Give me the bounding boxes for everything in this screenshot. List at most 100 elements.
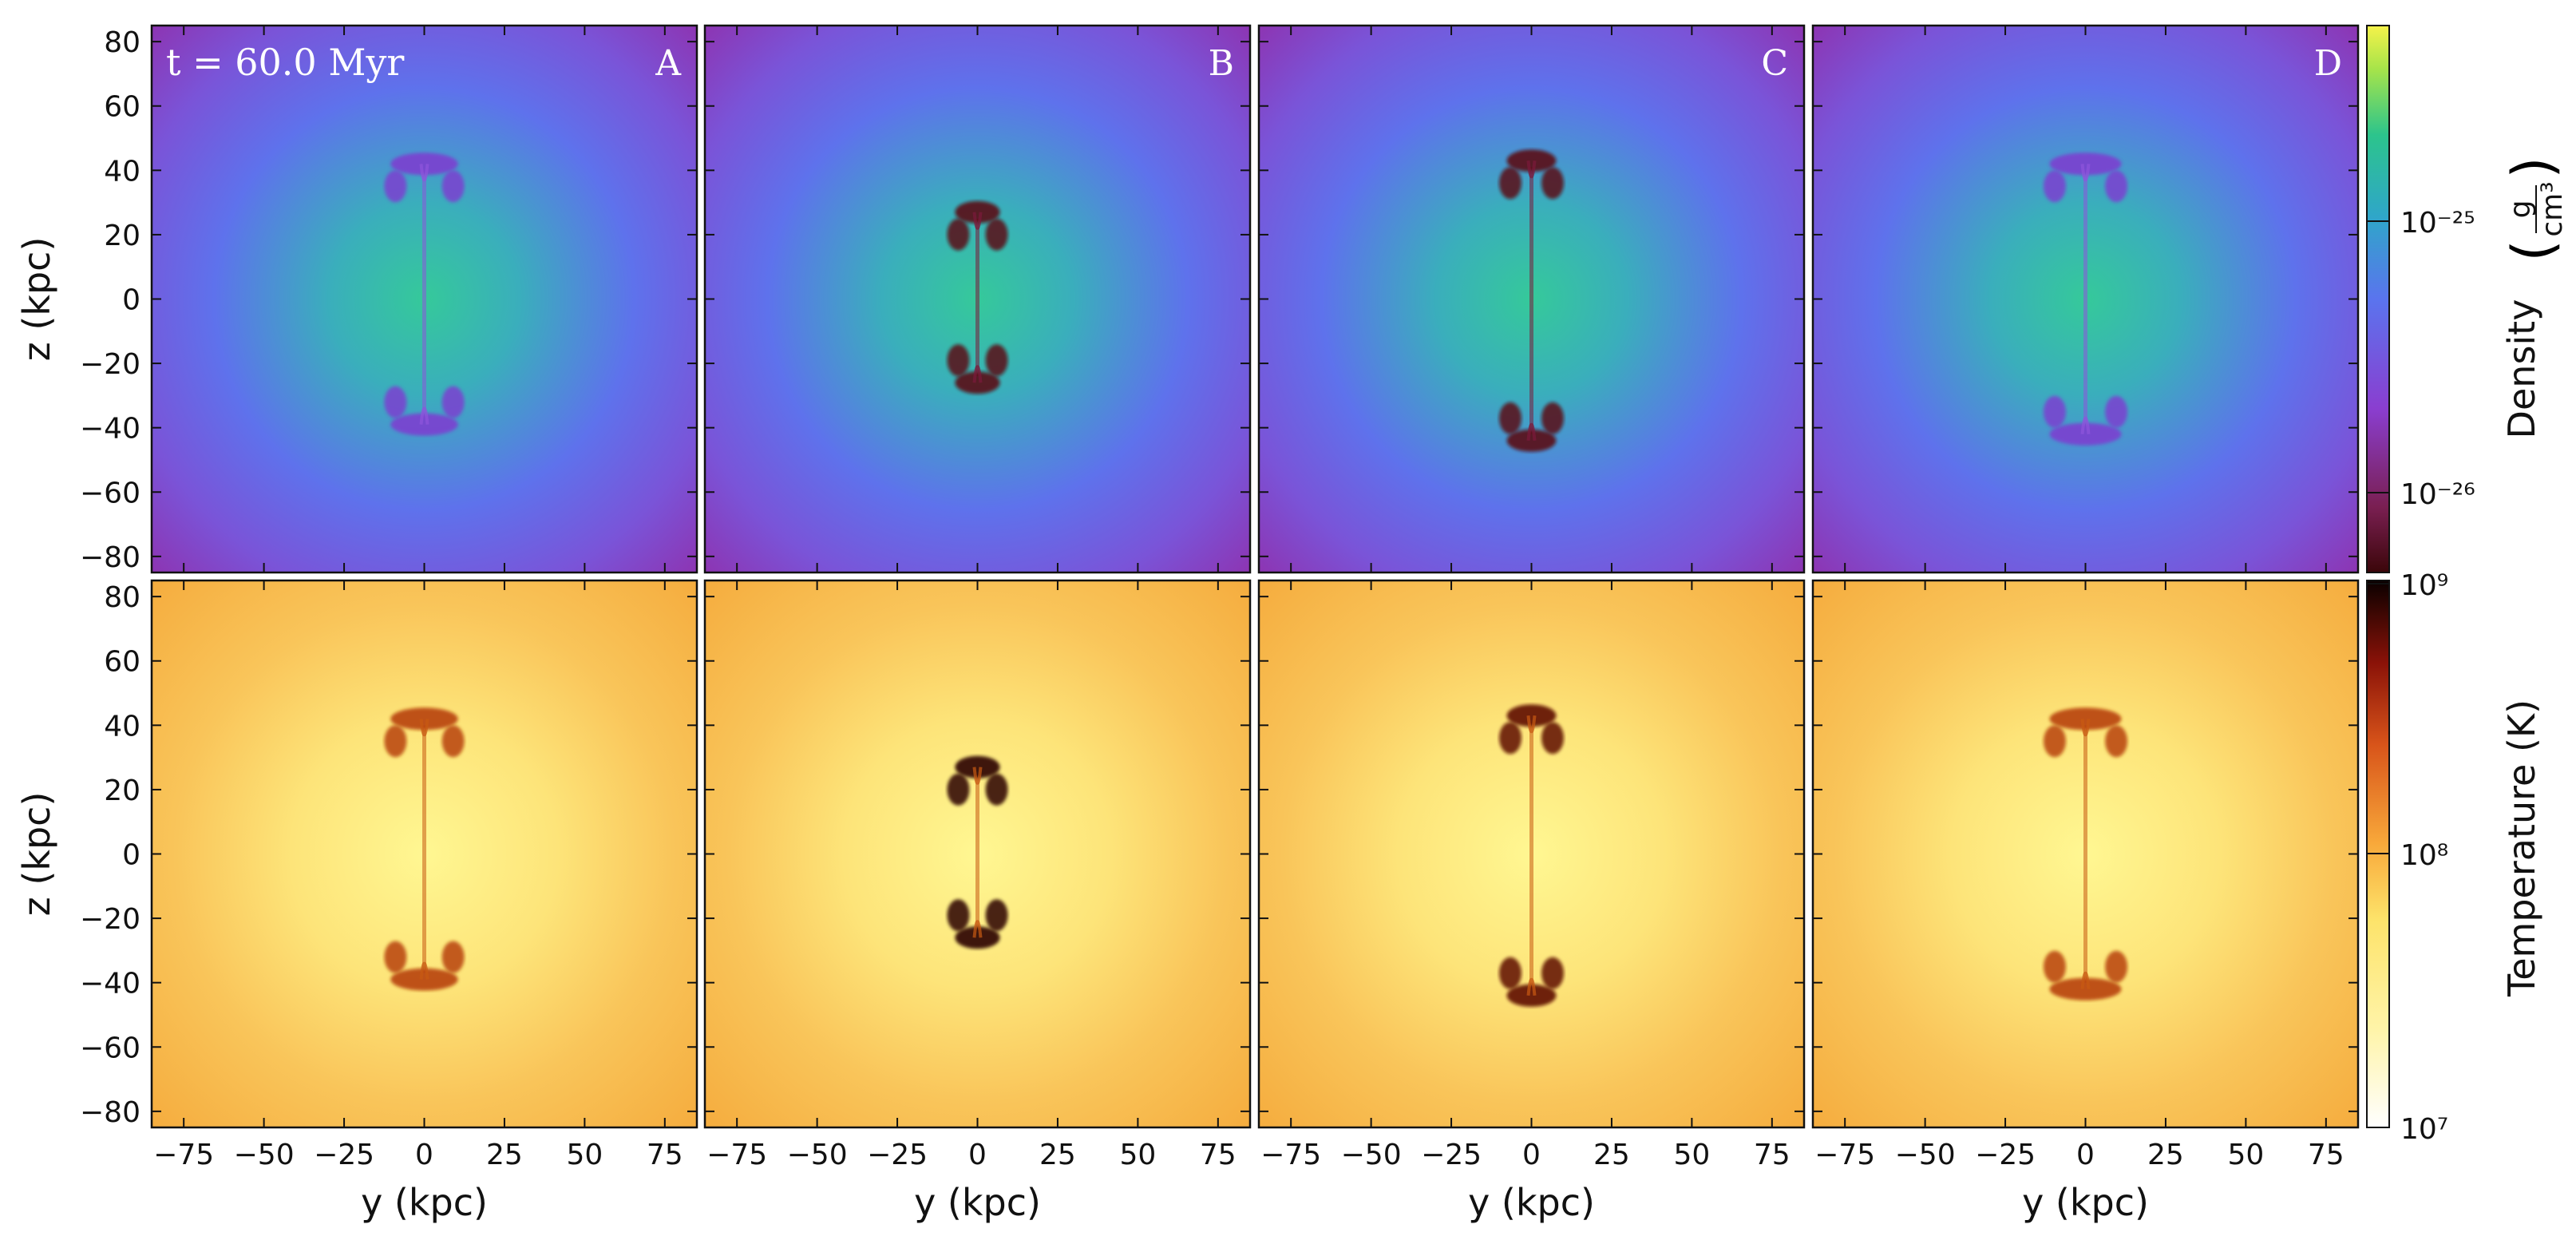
lobe-left-wing bbox=[947, 899, 970, 932]
lobe-stem bbox=[2080, 971, 2091, 989]
y-tick-label: 0 bbox=[122, 284, 140, 317]
y-tick-label: −40 bbox=[80, 968, 140, 1000]
lobe-right-wing bbox=[1541, 957, 1565, 989]
temperature-colorbar-label: Temperature (K) bbox=[2500, 699, 2543, 997]
temperature-colorbar-tick-label: 10⁹ bbox=[2400, 569, 2448, 602]
upper-lobe-cap bbox=[1506, 149, 1557, 172]
x-tick-label: −75 bbox=[1814, 1139, 1875, 1171]
lobe-stem bbox=[419, 406, 429, 425]
lobe-right-wing bbox=[1541, 402, 1565, 434]
panel-label: C bbox=[1761, 43, 1788, 84]
x-tick-label: 25 bbox=[1039, 1139, 1076, 1171]
lobe-stem bbox=[972, 212, 983, 230]
panel-a-density: A bbox=[150, 24, 698, 574]
lobe-left-wing bbox=[2043, 170, 2066, 203]
density-unit-denominator: cm³ bbox=[2536, 181, 2569, 236]
y-tick-label: 80 bbox=[104, 581, 140, 614]
x-tick-label: 0 bbox=[2076, 1139, 2095, 1171]
x-tick-label: −75 bbox=[1260, 1139, 1321, 1171]
x-tick-label: 75 bbox=[1200, 1139, 1237, 1171]
panel-b-temperature bbox=[703, 579, 1252, 1129]
x-tick-label: 25 bbox=[2147, 1139, 2184, 1171]
lobe-stem bbox=[972, 920, 983, 938]
x-tick-label: −75 bbox=[706, 1139, 767, 1171]
panel-a-temperature bbox=[150, 579, 698, 1129]
panel-c-temperature bbox=[1257, 579, 1806, 1129]
lobe-right-wing bbox=[441, 941, 465, 973]
y-tick-label: −80 bbox=[80, 541, 140, 574]
y-tick-label: 20 bbox=[104, 220, 140, 252]
lobe-left-wing bbox=[1498, 722, 1521, 755]
lobe-left-wing bbox=[1498, 957, 1521, 989]
x-axis-label: y (kpc) bbox=[361, 1181, 488, 1224]
lobe-left-wing bbox=[2043, 950, 2066, 983]
x-tick-label: 75 bbox=[2308, 1139, 2345, 1171]
x-tick-label: 25 bbox=[486, 1139, 523, 1171]
lobe-left-wing bbox=[384, 170, 407, 203]
panel-label: B bbox=[1209, 43, 1234, 84]
upper-lobe-cap bbox=[955, 200, 1000, 224]
lobe-left-wing bbox=[1498, 402, 1521, 434]
y-axis-label: z (kpc) bbox=[15, 237, 58, 362]
lobe-left-wing bbox=[384, 941, 407, 973]
x-tick-label: −50 bbox=[787, 1139, 848, 1171]
x-tick-label: −50 bbox=[234, 1139, 295, 1171]
x-tick-label: −75 bbox=[153, 1139, 214, 1171]
lobe-right-wing bbox=[985, 899, 1008, 932]
lobe-stem bbox=[1526, 715, 1537, 734]
x-axis-label: y (kpc) bbox=[2022, 1181, 2149, 1224]
x-tick-label: 75 bbox=[647, 1139, 683, 1171]
lobe-left-wing bbox=[384, 386, 407, 418]
upper-lobe-cap bbox=[955, 755, 1000, 779]
lower-lobe-cap bbox=[955, 371, 1000, 394]
panel-d-density: D bbox=[1811, 24, 2360, 574]
x-tick-label: 50 bbox=[566, 1139, 603, 1171]
x-tick-label: −25 bbox=[867, 1139, 928, 1171]
upper-lobe-cap bbox=[390, 707, 458, 731]
y-tick-label: 40 bbox=[104, 155, 140, 188]
lobe-stem bbox=[972, 767, 983, 785]
lobe-right-wing bbox=[2105, 725, 2128, 758]
density-unit-paren-right: ) bbox=[2500, 156, 2566, 178]
upper-lobe-cap bbox=[2049, 153, 2122, 176]
lower-lobe-cap bbox=[390, 968, 458, 991]
x-tick-label: −25 bbox=[1421, 1139, 1482, 1171]
density-colorbar-tick-label: 10⁻²⁶ bbox=[2400, 478, 2475, 511]
panel-label: A bbox=[655, 43, 682, 84]
x-tick-label: −50 bbox=[1895, 1139, 1956, 1171]
lobe-right-wing bbox=[985, 773, 1008, 806]
lobe-right-wing bbox=[2105, 170, 2128, 203]
temperature-colorbar-tick-label: 10⁷ bbox=[2400, 1113, 2448, 1146]
x-tick-label: 25 bbox=[1593, 1139, 1630, 1171]
y-tick-label: −20 bbox=[80, 903, 140, 936]
panel-b-density: B bbox=[703, 24, 1252, 574]
lobe-stem bbox=[2080, 164, 2091, 182]
x-tick-label: 50 bbox=[2227, 1139, 2264, 1171]
x-tick-label: 0 bbox=[1522, 1139, 1541, 1171]
x-tick-label: 0 bbox=[968, 1139, 987, 1171]
time-label: t = 60.0 Myr bbox=[166, 41, 404, 84]
density-colorbar-tick-label: 10⁻²⁵ bbox=[2400, 207, 2475, 240]
lower-lobe-cap bbox=[955, 926, 1000, 949]
upper-lobe-cap bbox=[390, 153, 458, 176]
y-tick-label: 60 bbox=[104, 91, 140, 124]
lobe-right-wing bbox=[2105, 395, 2128, 428]
lobe-right-wing bbox=[441, 725, 465, 758]
y-tick-label: −20 bbox=[80, 348, 140, 381]
y-tick-label: −80 bbox=[80, 1096, 140, 1129]
lobe-stem bbox=[1526, 422, 1537, 441]
x-tick-label: −25 bbox=[314, 1139, 374, 1171]
x-tick-label: 50 bbox=[1119, 1139, 1156, 1171]
lower-lobe-cap bbox=[1506, 429, 1557, 452]
lobe-left-wing bbox=[947, 344, 970, 377]
density-colorbar bbox=[2366, 25, 2390, 573]
lower-lobe-cap bbox=[1506, 984, 1557, 1007]
y-axis-label: z (kpc) bbox=[15, 792, 58, 917]
lobe-left-wing bbox=[947, 773, 970, 806]
y-tick-label: −60 bbox=[80, 477, 140, 509]
lobe-stem bbox=[2080, 719, 2091, 737]
lobe-right-wing bbox=[441, 386, 465, 418]
density-colorbar-label: Density bbox=[2500, 299, 2543, 439]
temperature-colorbar-tick-label: 10⁸ bbox=[2400, 839, 2448, 872]
